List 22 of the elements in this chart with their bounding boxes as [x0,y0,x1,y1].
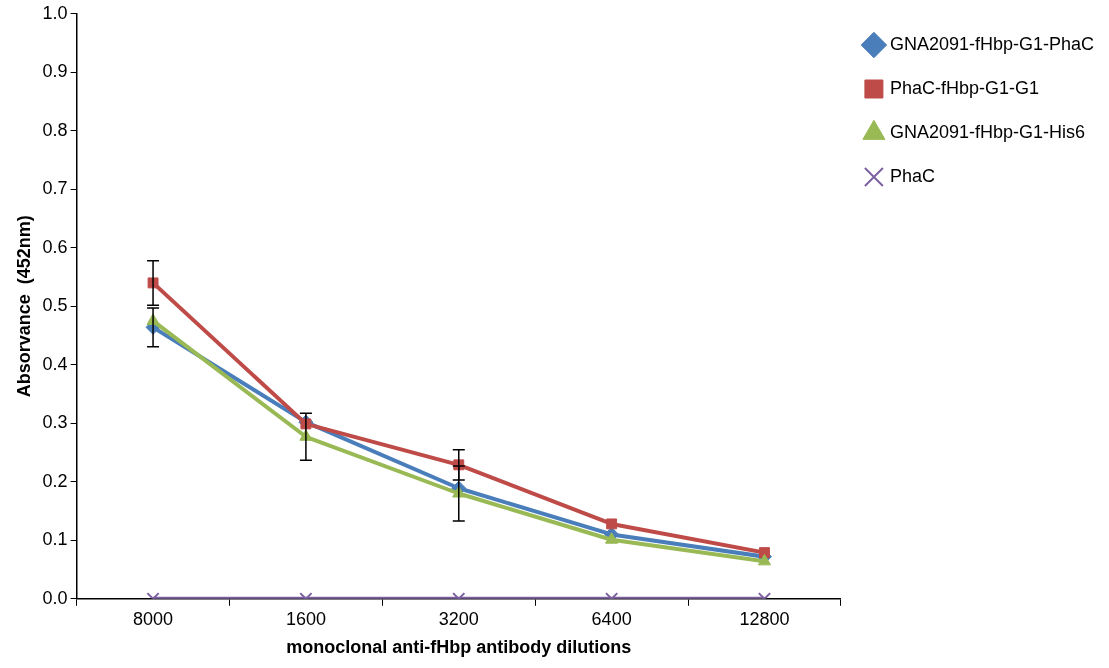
x-axis-title: monoclonal anti-fHbp antibody dilutions [286,637,632,658]
legend-label: GNA2091-fHbp-G1-PhaC [889,33,1094,54]
x-tick-label: 6400 [591,608,632,629]
y-tick-label: 0.3 [42,412,68,433]
x-tick-label: 12800 [739,608,790,629]
x-tick-label: 8000 [133,608,174,629]
y-tick-label: 0.5 [42,295,68,316]
x-tick-label: 3200 [438,608,479,629]
y-axis-title: Absorvance (452nm) [13,215,34,398]
y-tick-label: 0.4 [42,353,68,374]
legend-label: PhaC-fHbp-G1-G1 [889,77,1039,98]
y-tick-label: 0.2 [42,470,68,491]
y-tick-label: 0.9 [42,61,68,82]
legend-label: GNA2091-fHbp-G1-His6 [889,121,1085,142]
y-tick-label: 0.0 [42,587,68,608]
y-tick-label: 0.7 [42,178,68,199]
y-tick-label: 1.0 [42,2,68,23]
x-tick-label: 1600 [285,608,326,629]
y-tick-label: 0.6 [42,236,68,257]
y-tick-label: 0.8 [42,119,68,140]
y-tick-label: 0.1 [42,529,68,550]
legend-label: PhaC [889,165,935,186]
